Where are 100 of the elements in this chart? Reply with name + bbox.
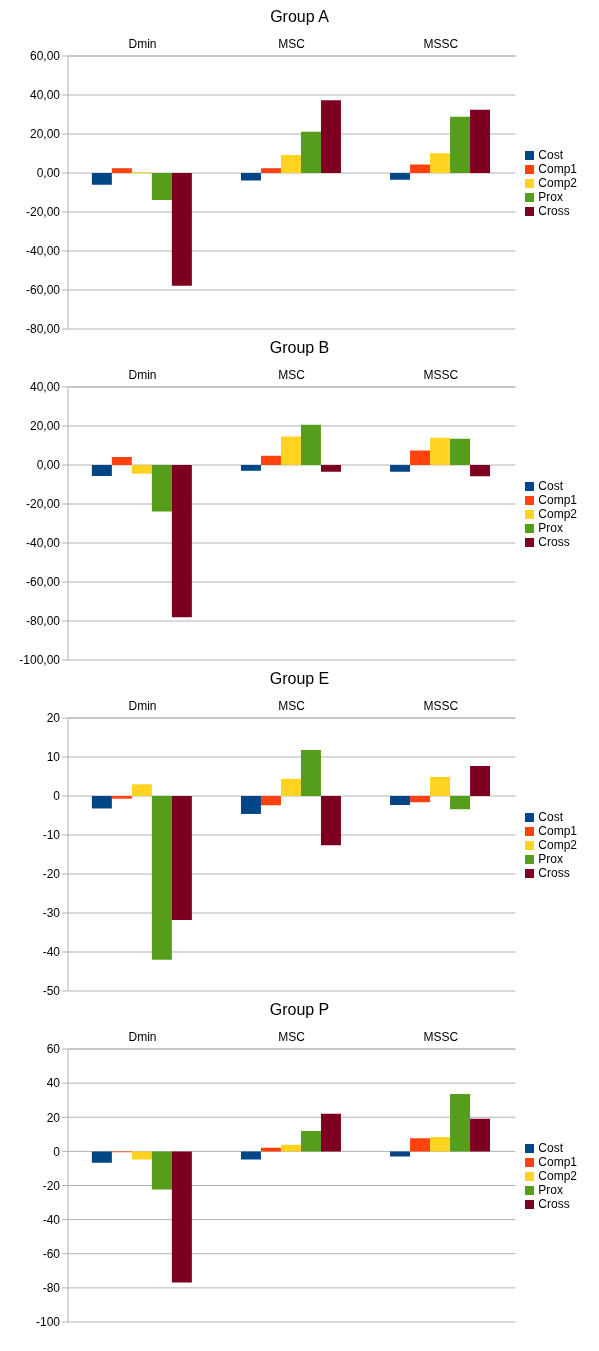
legend-label: Cost	[538, 809, 563, 824]
y-tick-label: -20,00	[25, 205, 61, 220]
legend-label: Comp2	[538, 506, 577, 521]
legend-label: Cost	[538, 1140, 563, 1155]
chart-title: Group P	[268, 1001, 331, 1019]
bar	[260, 168, 281, 173]
bar	[390, 173, 411, 180]
legend-label: Comp1	[538, 492, 577, 507]
x-tick-label: MSSC	[423, 37, 459, 51]
bar	[320, 1113, 341, 1152]
chart-title: Group B	[268, 339, 331, 357]
bar	[280, 1144, 301, 1152]
legend-label: Comp2	[538, 837, 577, 852]
y-tick-label: -40	[42, 945, 61, 960]
bar	[171, 1151, 192, 1283]
y-tick-label: 0,00	[36, 458, 61, 473]
bar	[470, 765, 491, 796]
bar	[131, 465, 152, 474]
y-tick-label: -60	[42, 1247, 61, 1262]
bar	[450, 438, 471, 465]
y-tick-label: 40	[46, 1076, 61, 1091]
legend-label: Comp2	[538, 1168, 577, 1183]
y-tick-label: 20	[46, 711, 61, 726]
x-tick-label: Dmin	[128, 699, 157, 713]
bar	[300, 131, 321, 173]
bar	[91, 796, 112, 809]
legend-label: Cost	[538, 478, 563, 493]
legend-label: Cost	[538, 147, 563, 162]
legend-label: Prox	[538, 189, 563, 204]
bar	[151, 465, 172, 512]
bar	[151, 796, 172, 960]
y-tick-label: -60,00	[25, 283, 61, 298]
legend-label: Prox	[538, 520, 563, 535]
bar	[450, 116, 471, 173]
bar	[240, 465, 261, 471]
bar	[430, 153, 451, 173]
bar	[450, 1094, 471, 1152]
x-tick-label: Dmin	[128, 37, 157, 51]
chart-title: Group E	[268, 670, 331, 688]
bar	[390, 465, 411, 472]
bar	[470, 109, 491, 173]
x-tick-label: MSC	[278, 699, 306, 713]
legend-label: Comp1	[538, 1154, 577, 1169]
y-tick-label: -20,00	[25, 497, 61, 512]
y-tick-label: 10	[46, 750, 61, 765]
bar	[131, 1151, 152, 1160]
bar	[390, 796, 411, 805]
legend-label: Comp1	[538, 161, 577, 176]
bar	[280, 436, 301, 465]
y-tick-label: -10	[42, 828, 61, 843]
bar	[260, 796, 281, 806]
y-tick-label: -20	[42, 1178, 61, 1193]
bar	[171, 173, 192, 286]
bar	[131, 784, 152, 796]
legend-label: Comp1	[538, 823, 577, 838]
bar	[91, 1151, 112, 1163]
bar	[151, 173, 172, 201]
bar	[390, 1151, 411, 1157]
bar	[410, 1138, 431, 1152]
legend-label: Cross	[538, 203, 570, 218]
legend-label: Cross	[538, 865, 570, 880]
y-tick-label: -60,00	[25, 575, 61, 590]
y-tick-label: -40	[42, 1212, 61, 1227]
x-tick-label: MSC	[278, 37, 306, 51]
bar	[280, 155, 301, 173]
legend-label: Prox	[538, 851, 563, 866]
x-tick-label: Dmin	[128, 368, 157, 382]
y-tick-label: 20,00	[29, 127, 61, 142]
bar	[151, 1151, 172, 1190]
bar	[300, 424, 321, 465]
legend-label: Prox	[538, 1182, 563, 1197]
bar	[111, 168, 132, 173]
bar	[111, 796, 132, 799]
bar	[111, 457, 132, 465]
bar	[470, 465, 491, 477]
bar	[430, 1137, 451, 1152]
y-tick-label: 0,00	[36, 166, 61, 181]
bar	[91, 465, 112, 476]
legend-label: Cross	[538, 1196, 570, 1211]
x-tick-label: MSC	[278, 1030, 306, 1044]
y-tick-label: 60	[46, 1042, 61, 1057]
y-tick-label: -100,00	[19, 653, 61, 668]
y-tick-label: -80	[42, 1281, 61, 1296]
bar	[320, 796, 341, 846]
y-tick-label: -40,00	[25, 536, 61, 551]
bar	[240, 1151, 261, 1160]
bar	[171, 465, 192, 618]
x-tick-label: MSSC	[423, 1030, 459, 1044]
y-tick-label: 20,00	[29, 419, 61, 434]
bar	[320, 465, 341, 472]
bar	[240, 796, 261, 814]
bar	[300, 749, 321, 796]
y-tick-label: -20	[42, 867, 61, 882]
chart-title: Group A	[269, 8, 330, 26]
x-tick-label: MSC	[278, 368, 306, 382]
x-tick-label: MSSC	[423, 368, 459, 382]
y-tick-label: 40,00	[29, 380, 61, 395]
bar	[410, 796, 431, 803]
bar	[171, 796, 192, 921]
bar	[91, 173, 112, 185]
